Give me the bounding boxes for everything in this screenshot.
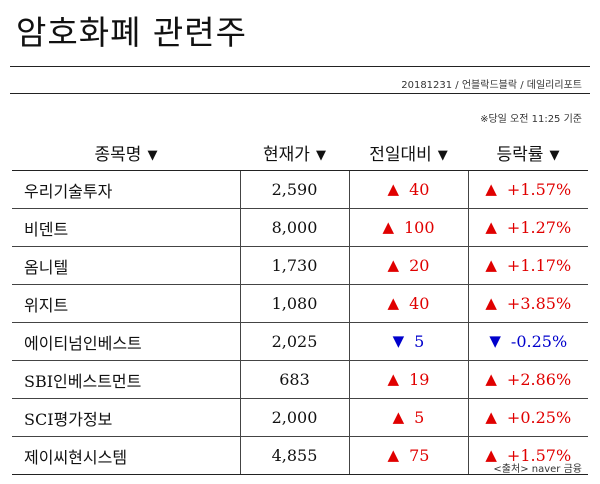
- rate-value: +1.17%: [506, 256, 572, 275]
- byline: 20181231 / 언블락드블락 / 데일리리포트: [401, 80, 582, 91]
- change-value: 100: [404, 218, 435, 237]
- table-row: 우리기술투자 2,590 ▲ 40 ▲ +1.57%: [12, 170, 588, 209]
- table-row: SBI인베스트먼트 683 ▲ 19 ▲ +2.86%: [12, 360, 588, 399]
- change-value: 75: [409, 446, 430, 465]
- table-row: 옴니텔 1,730 ▲ 20 ▲ +1.17%: [12, 246, 588, 285]
- rate-value: +1.57%: [506, 446, 572, 465]
- triangle-up-icon: ▲: [485, 180, 497, 198]
- header-change-label: 전일대비: [369, 144, 432, 165]
- stock-name: 비덴트: [12, 208, 240, 247]
- table-row: 에이티넘인베스트 2,025 ▼ 5 ▼ -0.25%: [12, 322, 588, 361]
- header-price-label: 현재가: [263, 144, 310, 165]
- change-cell: ▲ 19: [348, 360, 468, 399]
- triangle-up-icon: ▲: [382, 218, 394, 236]
- change-value: 40: [409, 294, 430, 313]
- triangle-up-icon: ▲: [387, 370, 400, 388]
- header-change[interactable]: 전일대비 ▼: [349, 134, 468, 171]
- sort-down-icon[interactable]: ▼: [549, 147, 560, 163]
- rate-cell: ▲ +1.17%: [467, 246, 588, 285]
- stock-table: 종목명 ▼ 현재가 ▼ 전일대비 ▼ 등락률 ▼ 우리기술투자 2,590 ▲ 40 ▲ +1.5…: [12, 134, 588, 475]
- change-value: 40: [409, 180, 430, 199]
- table-row: 위지트 1,080 ▲ 40 ▲ +3.85%: [12, 284, 588, 323]
- table-header-row: 종목명 ▼ 현재가 ▼ 전일대비 ▼ 등락률 ▼: [12, 134, 588, 171]
- stock-price: 2,590: [239, 170, 349, 209]
- rate-cell: ▲ +2.86%: [467, 360, 588, 399]
- change-cell: ▲ 40: [348, 170, 468, 209]
- triangle-up-icon: ▲: [485, 370, 497, 388]
- stock-name: 위지트: [12, 284, 240, 323]
- rate-value: +1.57%: [506, 180, 572, 199]
- triangle-up-icon: ▲: [485, 218, 497, 236]
- change-cell: ▲ 20: [348, 246, 468, 285]
- rate-cell: ▲ +0.25%: [467, 398, 588, 437]
- title-rule: [10, 66, 590, 67]
- byline-rule: [10, 93, 590, 94]
- rate-cell: ▲ +1.27%: [467, 208, 588, 247]
- header-rate-label: 등락률: [496, 144, 544, 165]
- triangle-up-icon: ▲: [392, 408, 405, 426]
- triangle-up-icon: ▲: [485, 408, 497, 426]
- sort-down-icon[interactable]: ▼: [315, 147, 326, 163]
- change-cell: ▲ 5: [348, 398, 468, 437]
- triangle-up-icon: ▲: [485, 446, 497, 464]
- table-row: 비덴트 8,000 ▲ 100 ▲ +1.27%: [12, 208, 588, 247]
- header-price[interactable]: 현재가 ▼: [240, 134, 349, 171]
- sort-down-icon[interactable]: ▼: [437, 147, 448, 163]
- triangle-down-icon: ▼: [392, 332, 405, 350]
- stock-price: 2,025: [239, 322, 349, 361]
- stock-price: 683: [239, 360, 349, 399]
- triangle-up-icon: ▲: [387, 256, 400, 274]
- stock-price: 2,000: [239, 398, 349, 437]
- rate-value: +0.25%: [506, 408, 572, 427]
- triangle-up-icon: ▲: [485, 256, 497, 274]
- rate-cell: ▲ +1.57%: [467, 436, 588, 475]
- rate-cell: ▲ +3.85%: [467, 284, 588, 323]
- sort-down-icon[interactable]: ▼: [147, 147, 158, 163]
- change-value: 19: [409, 370, 430, 389]
- stock-price: 1,730: [239, 246, 349, 285]
- stock-price: 8,000: [239, 208, 349, 247]
- rate-cell: ▲ +1.57%: [467, 170, 588, 209]
- stock-name: SBI인베스트먼트: [12, 360, 240, 399]
- change-cell: ▲ 40: [348, 284, 468, 323]
- page-title: 암호화폐 관련주: [16, 13, 248, 52]
- stock-price: 1,080: [239, 284, 349, 323]
- stock-name: SCI평가정보: [12, 398, 240, 437]
- rate-value: +2.86%: [506, 370, 572, 389]
- stock-name: 우리기술투자: [12, 170, 240, 209]
- table-row: SCI평가정보 2,000 ▲ 5 ▲ +0.25%: [12, 398, 588, 437]
- change-cell: ▼ 5: [348, 322, 468, 361]
- change-value: 20: [409, 256, 430, 275]
- stock-name: 제이씨현시스템: [12, 436, 240, 475]
- header-name-label: 종목명: [94, 144, 142, 165]
- rate-value: -0.25%: [510, 332, 568, 351]
- rate-value: +1.27%: [506, 218, 572, 237]
- triangle-up-icon: ▲: [387, 446, 400, 464]
- change-cell: ▲ 75: [348, 436, 468, 475]
- stock-name: 에이티넘인베스트: [12, 322, 240, 361]
- table-row: 제이씨현시스템 4,855 ▲ 75 ▲ +1.57%: [12, 436, 588, 475]
- stock-name: 옴니텔: [12, 246, 240, 285]
- header-rate[interactable]: 등락률 ▼: [468, 134, 588, 171]
- rate-value: +3.85%: [506, 294, 572, 313]
- triangle-up-icon: ▲: [387, 180, 400, 198]
- triangle-up-icon: ▲: [387, 294, 400, 312]
- triangle-up-icon: ▲: [485, 294, 497, 312]
- change-cell: ▲ 100: [348, 208, 468, 247]
- change-value: 5: [414, 408, 425, 427]
- triangle-down-icon: ▼: [489, 332, 501, 350]
- as-of-note: ※당일 오전 11:25 기준: [480, 114, 582, 125]
- rate-cell: ▼ -0.25%: [467, 322, 588, 361]
- stock-price: 4,855: [239, 436, 349, 475]
- source-note: <출처> naver 금융: [493, 464, 582, 475]
- change-value: 5: [414, 332, 425, 351]
- header-name[interactable]: 종목명 ▼: [12, 134, 240, 171]
